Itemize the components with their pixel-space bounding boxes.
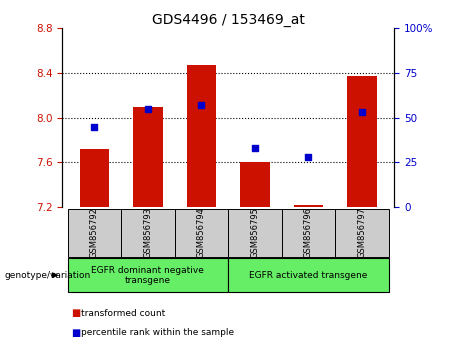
Bar (347, 76, 377, 207)
Text: ■: ■ (71, 308, 81, 318)
Text: GSM856797: GSM856797 (358, 207, 366, 258)
Text: genotype/variation: genotype/variation (5, 271, 91, 280)
Title: GDS4496 / 153469_at: GDS4496 / 153469_at (152, 13, 305, 27)
Point (251, 145, 259, 151)
Text: percentile rank within the sample: percentile rank within the sample (81, 328, 234, 337)
Bar (240, 162, 270, 207)
Bar (228, 258, 389, 292)
Bar (121, 209, 175, 257)
Text: EGFR activated transgene: EGFR activated transgene (249, 271, 368, 280)
Text: EGFR dominant negative
transgene: EGFR dominant negative transgene (91, 266, 204, 285)
Point (144, 106, 152, 112)
Text: transformed count: transformed count (81, 309, 165, 318)
Bar (228, 209, 282, 257)
Bar (294, 205, 323, 207)
Bar (187, 65, 216, 207)
Bar (68, 258, 228, 292)
Point (91, 124, 98, 130)
Text: GSM856796: GSM856796 (304, 207, 313, 258)
Bar (335, 209, 389, 257)
Text: ■: ■ (71, 328, 81, 338)
Bar (282, 209, 335, 257)
Point (358, 109, 366, 115)
Point (198, 102, 205, 108)
Bar (80, 149, 109, 207)
Text: GSM856795: GSM856795 (250, 207, 260, 258)
Bar (175, 209, 228, 257)
Point (305, 154, 312, 160)
Bar (68, 209, 121, 257)
Bar (133, 107, 163, 207)
Text: GSM856793: GSM856793 (143, 207, 153, 258)
Text: GSM856792: GSM856792 (90, 207, 99, 258)
Text: GSM856794: GSM856794 (197, 207, 206, 258)
